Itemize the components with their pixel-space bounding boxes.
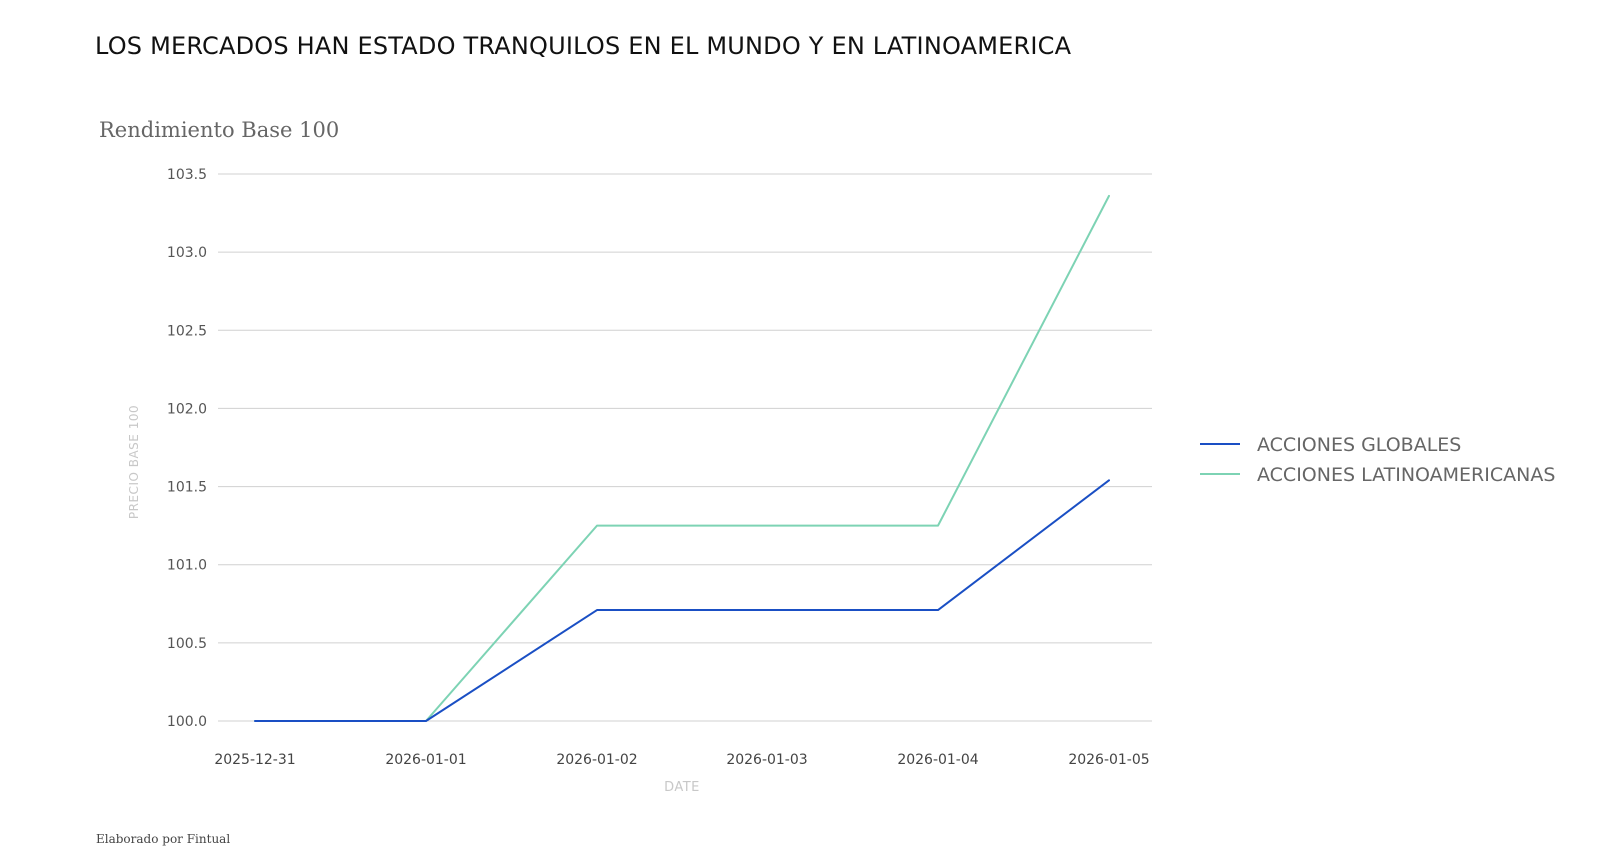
x-tick-label: 2025-12-31 (214, 752, 295, 768)
x-axis-title: DATE (664, 780, 700, 795)
series-line (254, 479, 1110, 722)
y-tick-label: 103.0 (167, 245, 207, 261)
x-tick-label: 2026-01-01 (385, 752, 466, 768)
y-tick-label: 102.5 (167, 323, 207, 339)
y-tick-label: 103.5 (167, 167, 207, 183)
series-line (254, 194, 1110, 722)
x-tick-label: 2026-01-05 (1068, 752, 1149, 768)
y-tick-label: 102.0 (167, 401, 207, 417)
x-tick-label: 2026-01-04 (897, 752, 978, 768)
page-title: LOS MERCADOS HAN ESTADO TRANQUILOS EN EL… (95, 32, 1072, 60)
y-tick-label: 101.5 (167, 480, 207, 496)
y-tick-label: 100.0 (167, 714, 207, 730)
footer-note: Elaborado por Fintual (96, 832, 231, 846)
y-tick-label: 101.0 (167, 558, 207, 574)
y-tick-label: 100.5 (167, 636, 207, 652)
x-axis-ticks: 2025-12-31 2026-01-01 2026-01-02 2026-01-03… (214, 752, 1149, 768)
x-tick-label: 2026-01-02 (556, 752, 637, 768)
legend-label: ACCIONES GLOBALES (1257, 434, 1461, 456)
y-axis-ticks: 100.0 100.5 101.0 101.5 102.0 102.5 103.0 103.5 (167, 167, 207, 730)
y-axis-title: PRECIO BASE 100 (127, 405, 141, 519)
chart-subtitle: Rendimiento Base 100 (99, 118, 340, 142)
legend: ACCIONES GLOBALES ACCIONES LATINOAMERICAN… (1200, 434, 1555, 486)
series-lines (254, 194, 1110, 722)
grid-lines (218, 173, 1152, 722)
legend-label: ACCIONES LATINOAMERICANAS (1257, 464, 1555, 486)
x-tick-label: 2026-01-03 (726, 752, 807, 768)
